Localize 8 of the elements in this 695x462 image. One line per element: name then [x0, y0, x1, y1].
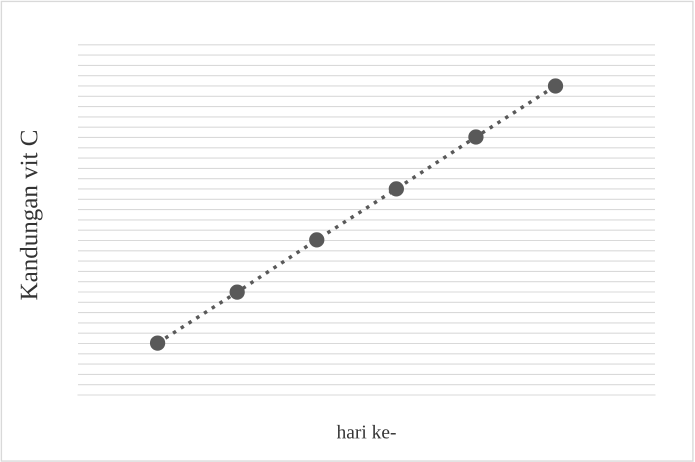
point [150, 335, 166, 351]
point [230, 284, 245, 300]
point [388, 181, 404, 197]
point [309, 232, 324, 248]
point [548, 78, 564, 94]
x-axis-title: hari ke- [336, 424, 396, 439]
y-axis-title: Kandungan vit C [20, 130, 43, 300]
point [468, 129, 484, 145]
